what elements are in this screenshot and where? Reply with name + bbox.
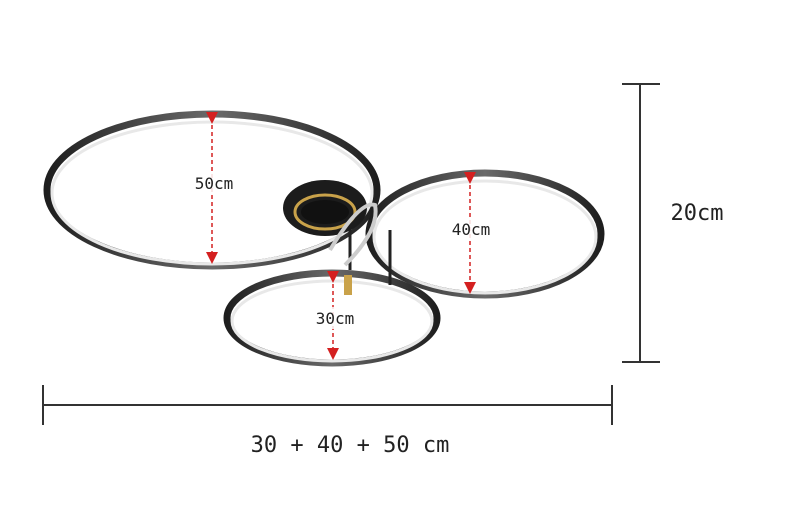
medium-ring-label: 40cm bbox=[452, 220, 491, 239]
large-ring-label: 50cm bbox=[195, 174, 234, 193]
ceiling-hub bbox=[283, 180, 392, 295]
width-label: 30 + 40 + 50 cm bbox=[251, 433, 450, 458]
height-dimension-line bbox=[622, 83, 660, 363]
height-label: 20cm bbox=[671, 201, 724, 226]
small-ring-label: 30cm bbox=[316, 309, 355, 328]
width-dimension-line bbox=[42, 385, 613, 425]
